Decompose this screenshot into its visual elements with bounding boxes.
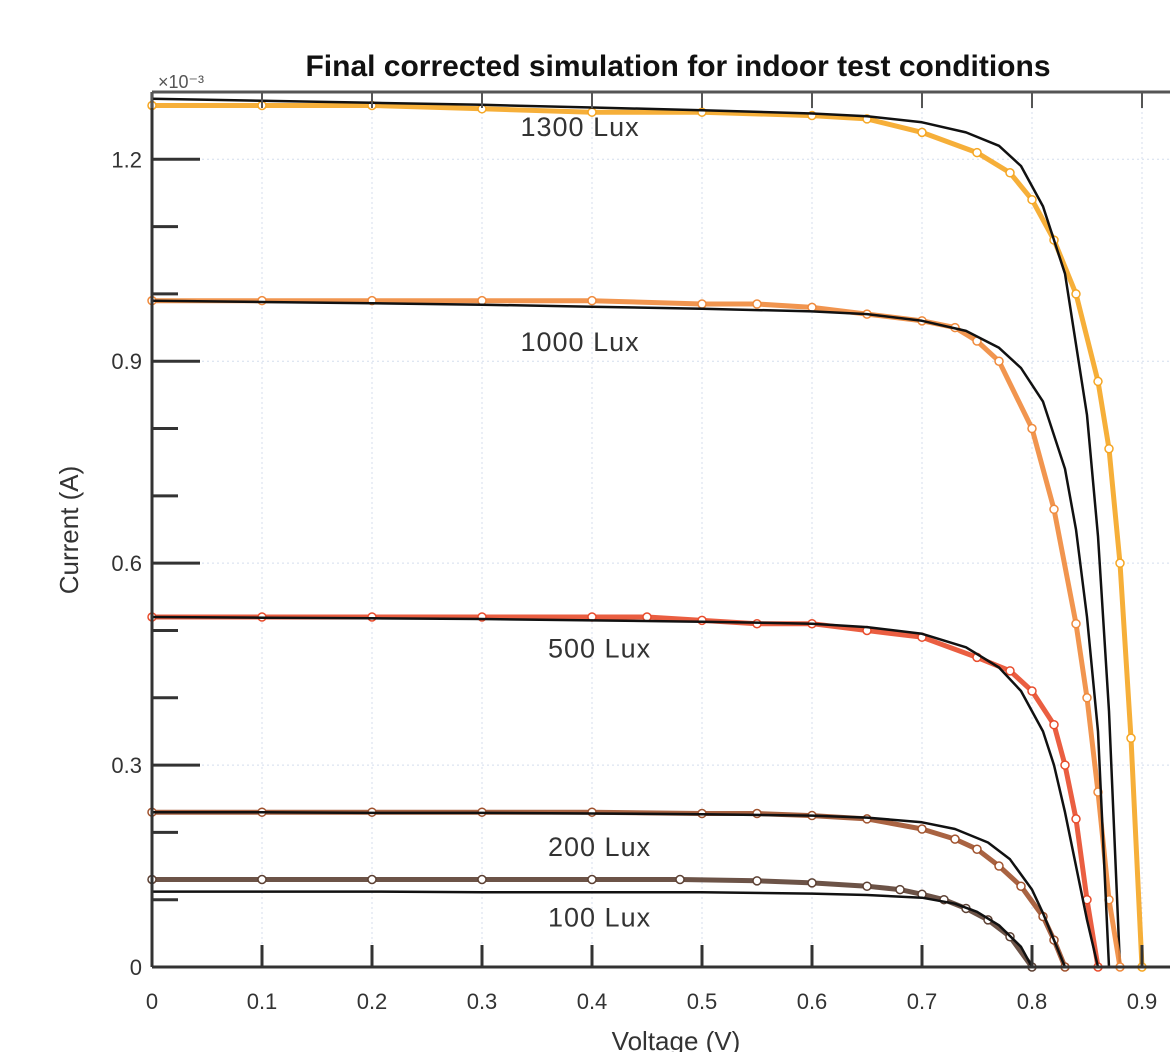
data-point (1005, 666, 1015, 676)
data-point (1082, 693, 1092, 703)
x-tick-label: 0.2 (357, 989, 388, 1014)
data-point (1060, 760, 1070, 770)
data-point (917, 127, 927, 138)
data-point (950, 834, 960, 844)
x-axis-label: Voltage (V) (612, 1026, 741, 1052)
series-line-1 (150, 97, 1122, 969)
data-point (1071, 289, 1081, 299)
chart-title: Final corrected simulation for indoor te… (305, 50, 1050, 83)
y-exponent: ×10⁻³ (158, 72, 204, 92)
series-group (147, 97, 1147, 972)
data-point (1049, 504, 1059, 515)
data-point (1071, 618, 1081, 629)
data-point (972, 147, 982, 158)
data-point (1049, 719, 1059, 730)
data-point (1016, 881, 1026, 891)
x-tick-label: 0.3 (467, 989, 498, 1014)
data-point (697, 615, 707, 626)
data-point (752, 808, 762, 819)
data-point (862, 881, 872, 891)
series-line-8 (149, 877, 1035, 970)
data-point (752, 876, 762, 886)
x-tick-label: 0.5 (687, 989, 718, 1014)
y-tick-label: 0.6 (111, 551, 142, 576)
series-annotation: 1000 Lux (521, 327, 640, 357)
x-tick-label: 0.6 (797, 989, 828, 1014)
data-point (587, 874, 597, 885)
series-annotation: 500 Lux (548, 633, 651, 663)
data-point (367, 612, 377, 622)
x-tick-label: 0.8 (1017, 989, 1048, 1014)
series-annotation: 200 Lux (548, 832, 651, 862)
series-annotation: 1300 Lux (521, 112, 640, 142)
data-point (477, 874, 487, 885)
data-point (972, 844, 982, 854)
data-point (1115, 558, 1125, 568)
series-line-3 (150, 299, 1111, 969)
data-point (587, 807, 597, 817)
data-point (367, 874, 377, 885)
tick-group: 0 0.1 0.2 0.3 0.4 0.5 0.6 0.7 0.8 0.9 0 0.3 0.6 0.9 1.… (111, 92, 1157, 1014)
data-point (1071, 814, 1081, 824)
data-point (1093, 376, 1103, 387)
series-line-9 (150, 890, 1034, 969)
data-point (807, 878, 817, 888)
data-point (257, 874, 267, 885)
x-tick-label: 0.4 (577, 989, 608, 1014)
data-point (752, 299, 762, 309)
data-point (675, 874, 685, 885)
y-axis-label: Current (A) (54, 466, 84, 595)
data-point (587, 295, 597, 306)
data-point (1027, 194, 1037, 205)
grid (152, 92, 1170, 967)
data-point (895, 884, 905, 895)
y-tick-label: 0 (130, 955, 142, 980)
x-tick-label: 0 (146, 989, 158, 1014)
series-line-5 (150, 615, 1100, 969)
x-tick-label: 0.9 (1127, 989, 1158, 1014)
data-point (1104, 443, 1114, 454)
data-point (697, 299, 707, 309)
data-point (994, 861, 1004, 871)
series-annotation: 100 Lux (548, 903, 651, 933)
y-tick-label: 1.2 (111, 147, 142, 172)
y-tick-label: 0.3 (111, 753, 142, 778)
data-point (257, 295, 267, 306)
x-tick-label: 0.1 (247, 989, 278, 1014)
data-point (1126, 733, 1136, 743)
y-tick-label: 0.9 (111, 349, 142, 374)
annotations: 1300 Lux 1000 Lux 500 Lux 200 Lux 100 Lux (521, 112, 651, 933)
data-point (917, 824, 927, 834)
series-line-7 (150, 810, 1067, 969)
data-point (994, 356, 1004, 366)
data-point (1005, 168, 1015, 178)
axes (150, 90, 1170, 969)
data-point (1027, 423, 1037, 434)
x-tick-label: 0.7 (907, 989, 938, 1014)
data-point (1027, 686, 1037, 696)
